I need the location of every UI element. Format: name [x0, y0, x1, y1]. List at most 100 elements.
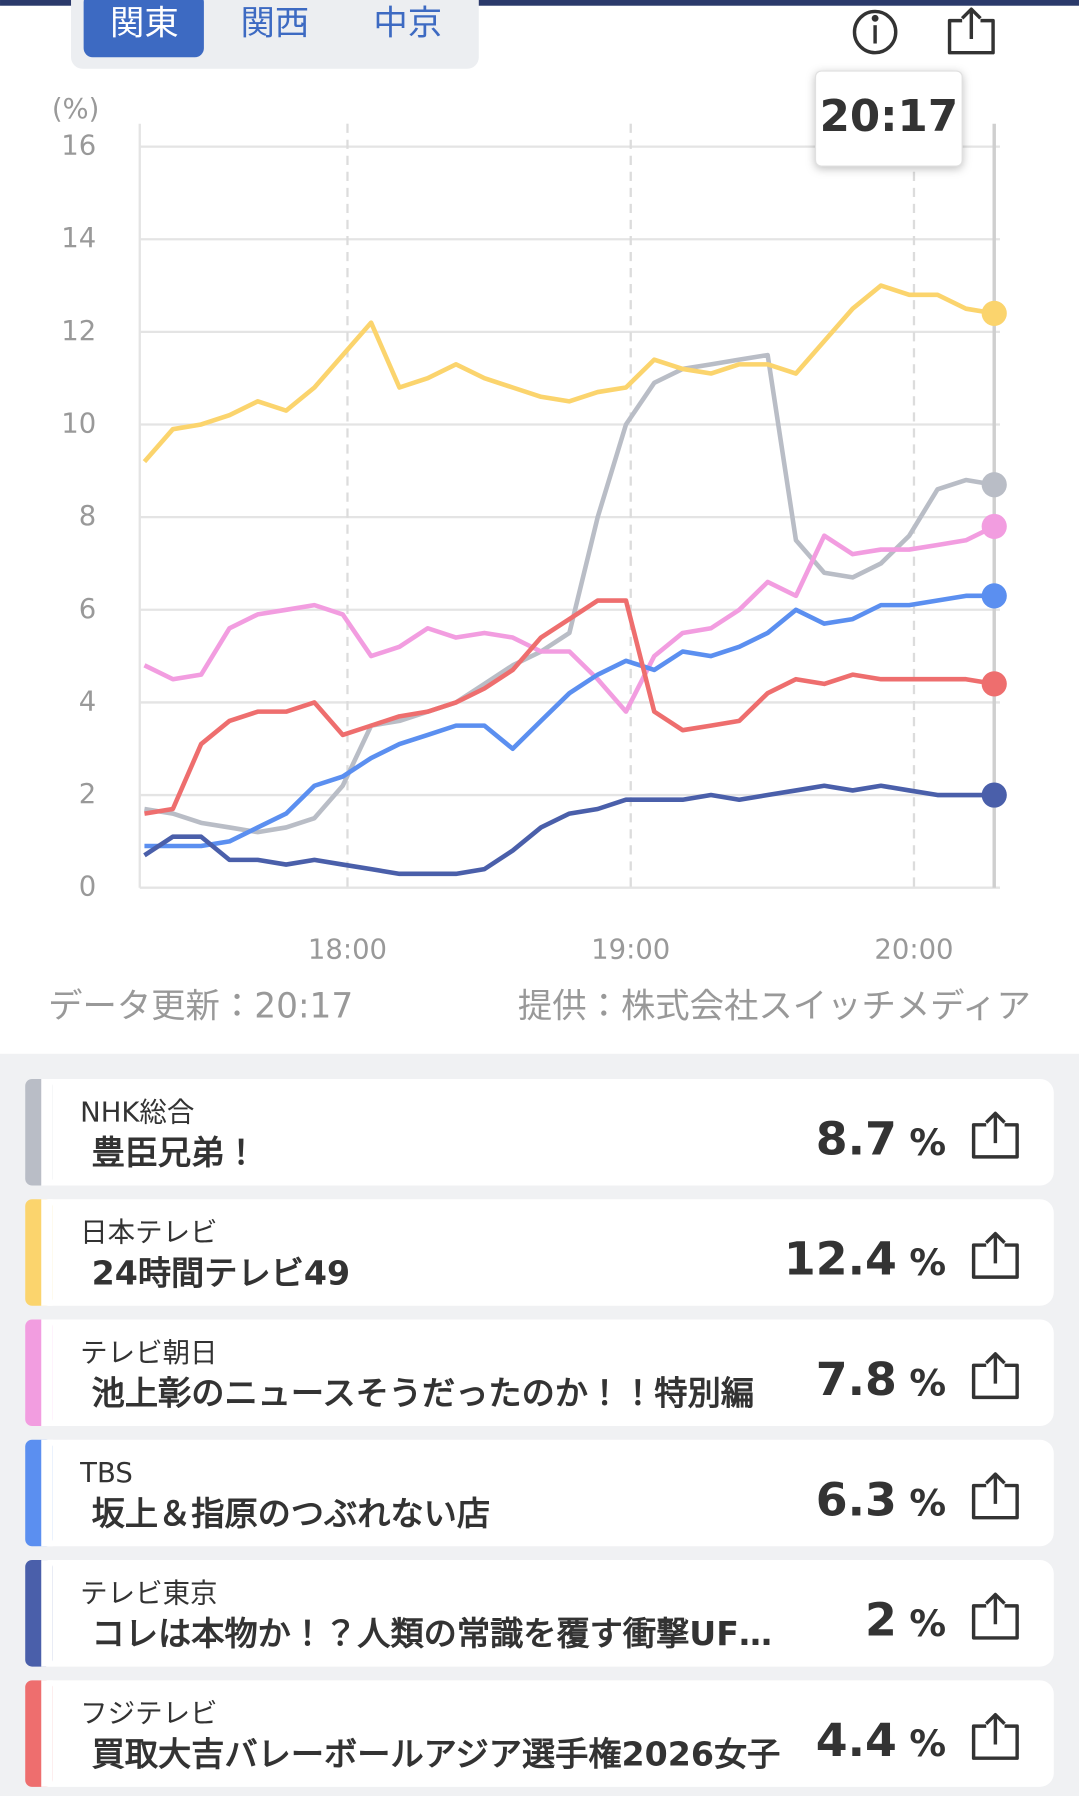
- card-background: [25, 1199, 1054, 1306]
- share-button[interactable]: [971, 1231, 1019, 1279]
- channel-card[interactable]: 日本テレビ 24時間テレビ49 12.4%: [25, 1199, 1054, 1306]
- end-dot: [981, 782, 1007, 808]
- share-button[interactable]: [971, 1352, 1019, 1400]
- share-icon-box: [971, 1604, 1019, 1640]
- channel-name: フジテレビ: [80, 1698, 217, 1730]
- channel-color-bar-edge: [41, 1319, 53, 1427]
- top-strip: [0, 0, 1079, 6]
- provider: 提供：株式会社スイッチメディア: [518, 986, 1031, 1026]
- tooltip-time: 20:17: [820, 92, 959, 142]
- share-icon-arrow: [984, 1111, 1006, 1144]
- share-icon-box: [971, 1363, 1019, 1400]
- share-button[interactable]: [971, 1472, 1019, 1520]
- program-title: 24時間テレビ49: [92, 1253, 350, 1292]
- end-dot: [981, 583, 1007, 609]
- y-tick-label: 2: [79, 778, 96, 810]
- share-icon-arrow: [984, 1592, 1006, 1625]
- end-dot: [981, 472, 1007, 498]
- series-line: [143, 783, 995, 877]
- program-title: 坂上＆指原のつぶれない店: [92, 1494, 490, 1533]
- channel-name: テレビ東京: [80, 1577, 217, 1609]
- y-tick-label: 0: [79, 871, 96, 903]
- program-title: 買取大吉バレーボールアジア選手権2026女子: [92, 1734, 781, 1773]
- share-icon-arrow: [984, 1352, 1006, 1384]
- tooltip-box: [814, 70, 963, 167]
- tab-selected[interactable]: [83, 0, 204, 58]
- y-tick-label: 12: [61, 315, 96, 347]
- update-time: データ更新：20:17: [48, 986, 353, 1026]
- share-button[interactable]: [971, 1712, 1019, 1760]
- channel-name: 日本テレビ: [80, 1217, 217, 1249]
- rating-unit: %: [909, 1602, 946, 1645]
- channel-color-bar-edge: [41, 1439, 53, 1547]
- y-tick-label: 16: [61, 130, 96, 162]
- program-title: 豊臣兄弟！: [92, 1133, 258, 1172]
- series-line: [144, 593, 995, 849]
- series-line: [142, 283, 995, 464]
- rating: 4.4: [816, 1713, 897, 1767]
- share-icon-arrow: [984, 1712, 1006, 1745]
- program-title: 池上彰のニュースそうだったのか！！特別編: [92, 1374, 754, 1413]
- y-tick-label: 10: [61, 408, 96, 440]
- chart: 0 2 4 6 8 10 12 14 16 18:00 19:00 20:00 20:17: [61, 70, 1007, 966]
- share-icon-box: [971, 1243, 1019, 1279]
- y-tick-label: 14: [61, 222, 96, 254]
- rating: 6.3: [816, 1472, 897, 1526]
- card-background: [25, 1439, 1054, 1547]
- tab[interactable]: 関東: [110, 4, 179, 44]
- rating-unit: %: [909, 1482, 946, 1525]
- end-dot: [981, 300, 1007, 326]
- channel-color-bar-edge: [41, 1680, 53, 1787]
- share-button[interactable]: [947, 7, 995, 55]
- y-tick-label: 6: [79, 593, 96, 625]
- channel-color-bar-edge: [41, 1199, 53, 1306]
- channel-color-bar-edge: [41, 1560, 53, 1667]
- share-icon-box: [971, 1123, 1019, 1159]
- rating: 8.7: [816, 1111, 897, 1165]
- channel-name: NHK総合: [80, 1096, 194, 1128]
- share-icon-arrow: [984, 1231, 1006, 1264]
- tab[interactable]: 中京: [373, 4, 442, 44]
- rating-unit: %: [909, 1361, 946, 1404]
- program-title: コレは本物か！？人類の常識を覆す衝撃UF…: [92, 1614, 773, 1653]
- rating-unit: %: [909, 1121, 946, 1164]
- series-line: [144, 352, 995, 835]
- channel-name: テレビ朝日: [80, 1337, 217, 1369]
- share-button[interactable]: [971, 1111, 1019, 1159]
- x-tick-label: 20:00: [874, 934, 953, 966]
- tab[interactable]: 関西: [241, 4, 310, 44]
- channel-name: TBS: [79, 1457, 133, 1489]
- end-dot: [981, 671, 1007, 697]
- end-dot: [981, 513, 1007, 540]
- channel-card[interactable]: TBS 坂上＆指原のつぶれない店 6.3%: [25, 1439, 1054, 1547]
- x-tick-label: 18:00: [308, 934, 387, 966]
- channel-color-bar-edge: [41, 1078, 53, 1186]
- y-tick-label: 4: [79, 685, 96, 717]
- y-unit: (%): [52, 93, 100, 125]
- rating: 12.4: [784, 1232, 897, 1286]
- card-background: [25, 1560, 1054, 1667]
- x-tick-label: 19:00: [591, 934, 670, 966]
- y-tick-label: 8: [79, 500, 96, 532]
- share-icon-box: [971, 1483, 1019, 1520]
- share-button[interactable]: [971, 1592, 1019, 1640]
- rating: 2: [865, 1593, 897, 1647]
- card-background: [25, 1078, 1054, 1186]
- rating-unit: %: [909, 1722, 946, 1765]
- series-line: [143, 524, 996, 714]
- info-button[interactable]: [852, 9, 898, 55]
- rating-unit: %: [909, 1241, 946, 1284]
- series-line: [144, 598, 995, 816]
- card-background: [25, 1680, 1054, 1787]
- card-background: [25, 1319, 1054, 1427]
- share-icon-arrow: [984, 1472, 1006, 1504]
- share-icon-box: [971, 1724, 1019, 1760]
- rating: 7.8: [816, 1352, 897, 1406]
